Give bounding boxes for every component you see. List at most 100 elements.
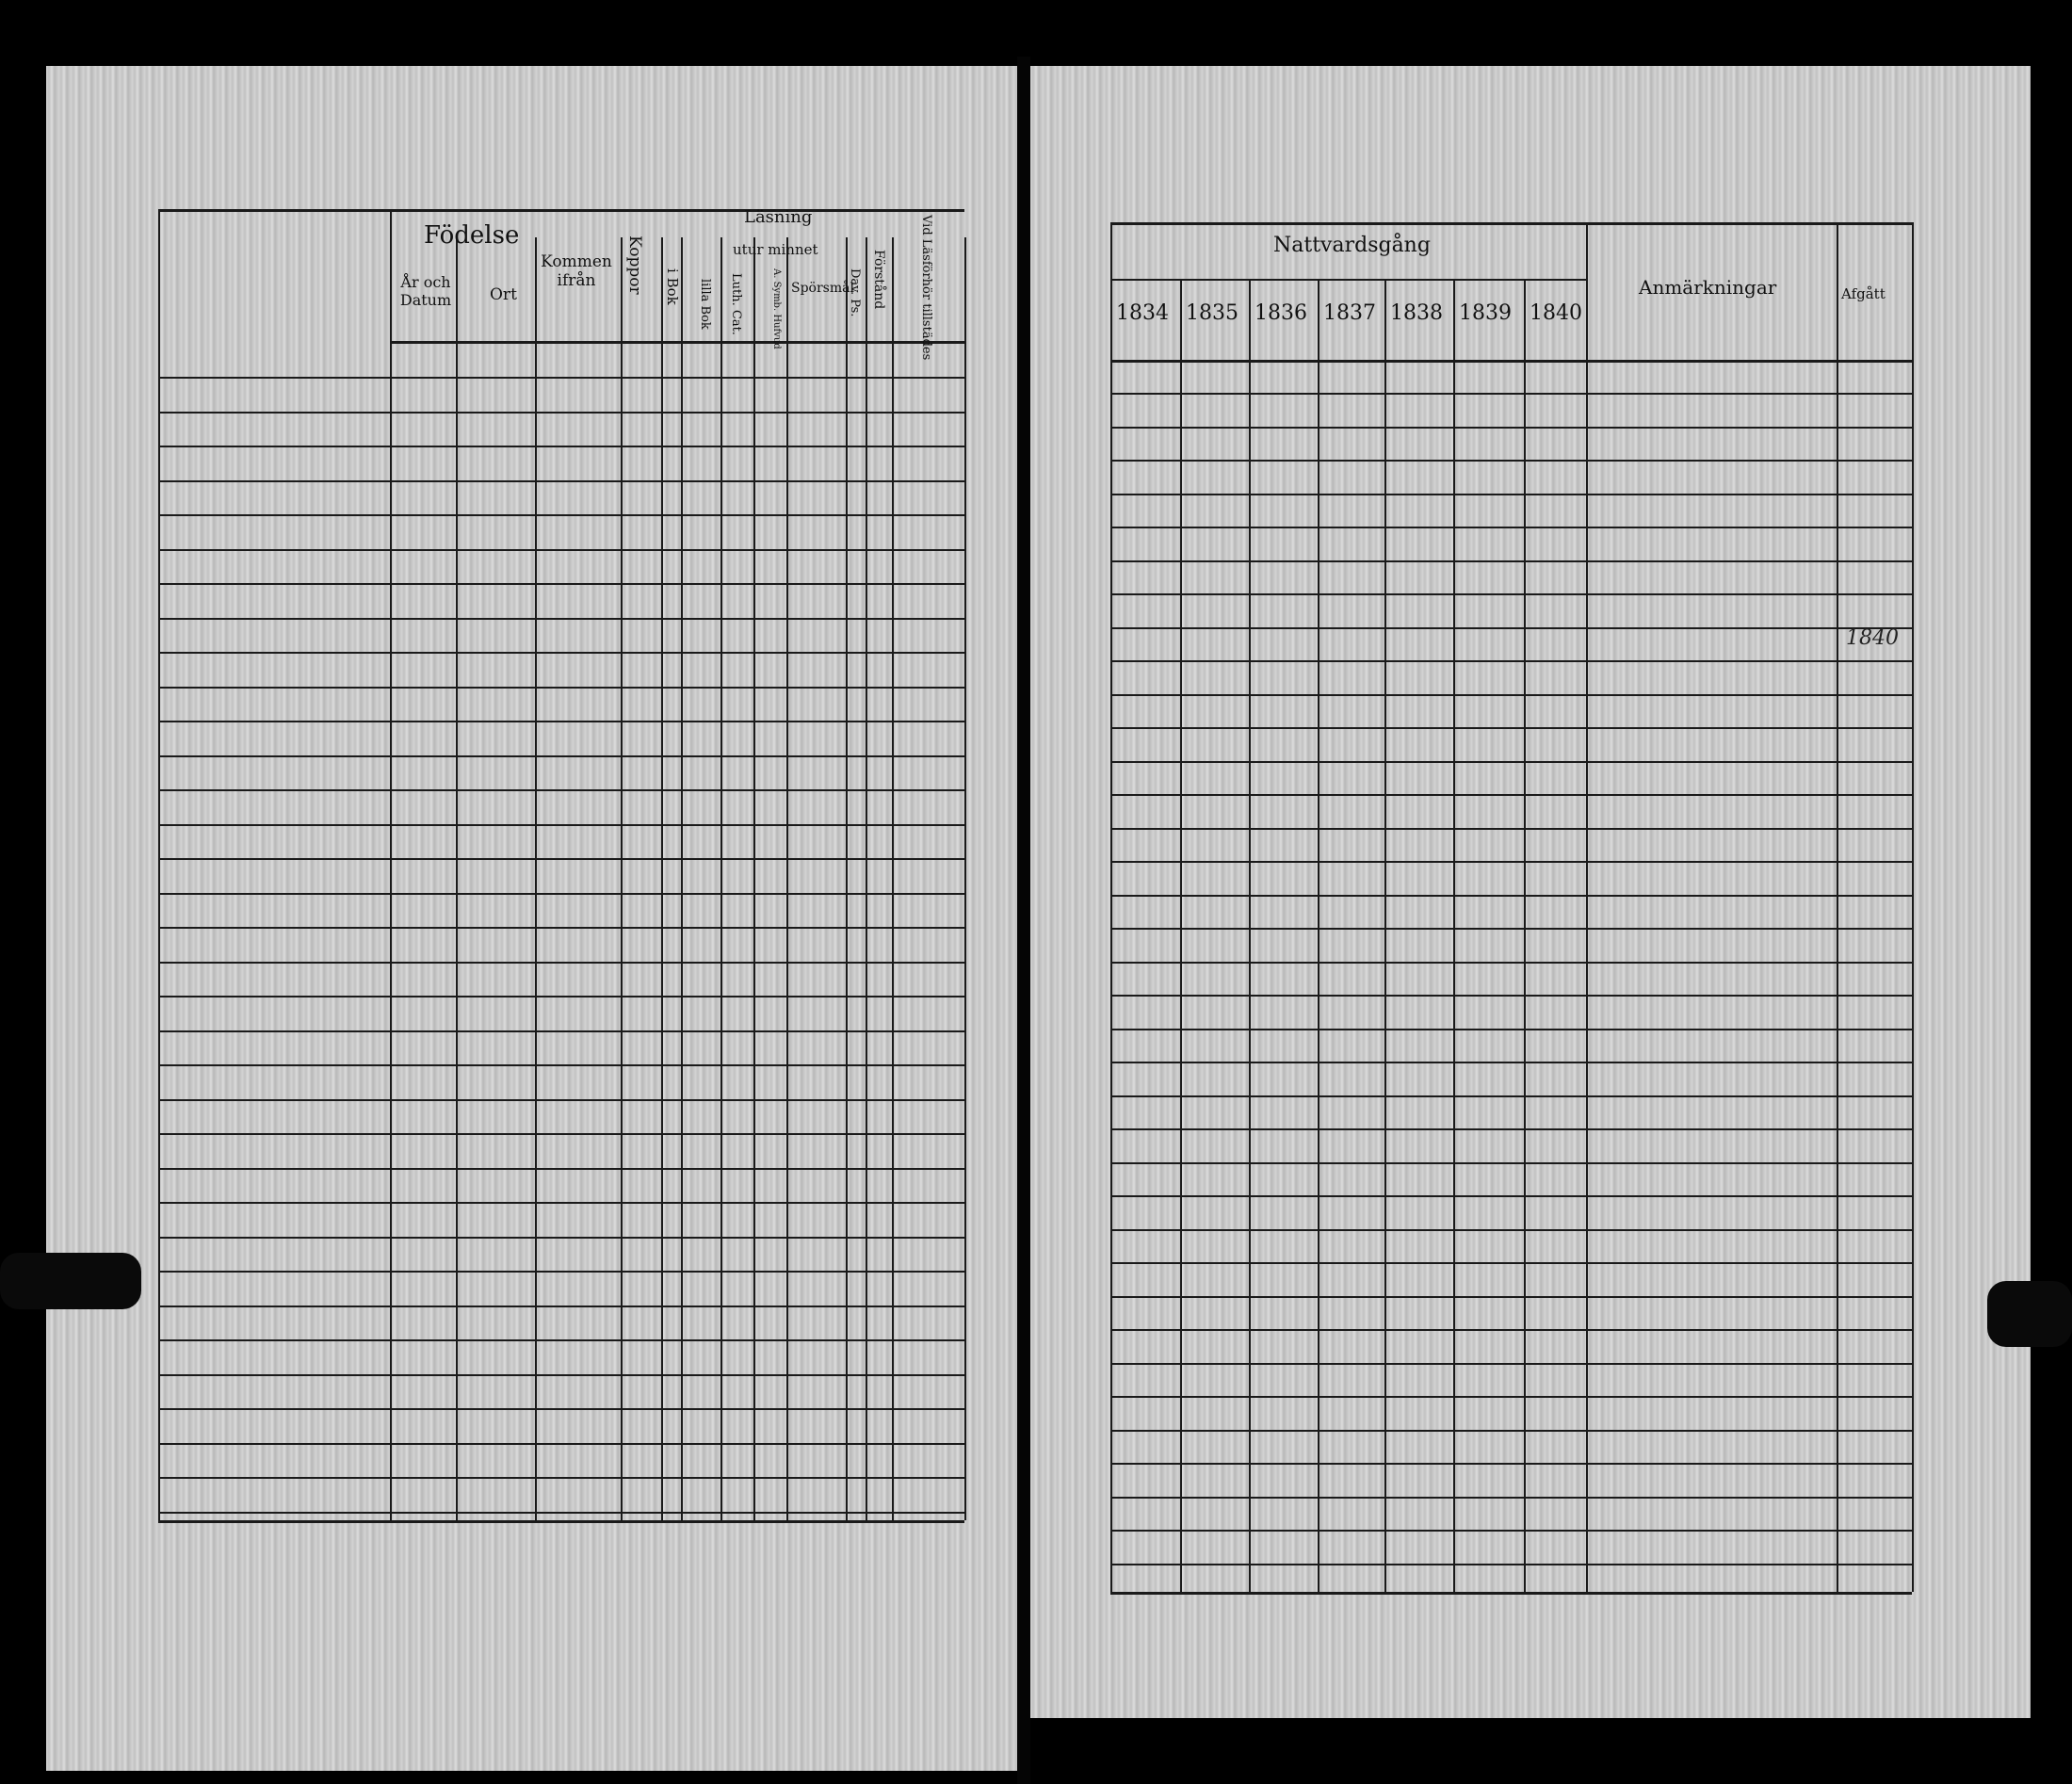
row-rule: [1110, 1262, 1912, 1264]
column-rule: [681, 237, 683, 1520]
row-rule: [158, 1339, 964, 1341]
row-rule: [1110, 560, 1912, 562]
header-afgatt: Afgått: [1841, 285, 1886, 302]
column-rule: [964, 237, 966, 1520]
row-rule: [1110, 1530, 1912, 1532]
column-rule: [1249, 279, 1251, 1592]
row-rule: [1110, 995, 1912, 997]
header-lilla-bok: lilla Bok: [698, 279, 712, 330]
row-rule: [158, 583, 964, 585]
header-utur-minnet: utur minnet: [733, 241, 818, 258]
row-rule: [1110, 828, 1912, 830]
header-year-1839: 1839: [1459, 301, 1512, 325]
header-year-1836: 1836: [1255, 301, 1307, 325]
row-rule: [1110, 1430, 1912, 1432]
header-year-1837: 1837: [1323, 301, 1376, 325]
row-rule: [158, 1099, 964, 1101]
left-page: [46, 66, 1017, 1771]
row-rule: [158, 687, 964, 689]
column-rule: [1318, 279, 1319, 1592]
row-rule: [158, 446, 964, 447]
row-rule: [158, 377, 964, 379]
year-row-rule: [1110, 279, 1586, 281]
row-rule: [1110, 962, 1912, 964]
row-rule: [1110, 895, 1912, 897]
column-rule: [1912, 222, 1914, 1592]
row-rule: [1110, 494, 1912, 495]
row-rule: [158, 1064, 964, 1066]
column-rule: [846, 237, 848, 1520]
header-fodelse: Födelse: [424, 221, 520, 250]
row-rule: [158, 1306, 964, 1307]
column-rule: [1180, 279, 1182, 1592]
row-rule: [158, 996, 964, 997]
row-rule: [158, 549, 964, 551]
page-clip-right: [1987, 1281, 2072, 1347]
column-rule: [753, 237, 755, 1520]
row-rule: [1110, 1095, 1912, 1097]
column-rule: [661, 237, 663, 1520]
row-rule: [1110, 527, 1912, 528]
column-rule: [535, 237, 537, 1520]
row-rule: [158, 1133, 964, 1135]
row-rule: [158, 1408, 964, 1410]
row-rule: [1110, 1363, 1912, 1365]
column-rule: [456, 237, 458, 1520]
row-rule: [158, 412, 964, 414]
column-rule: [1453, 279, 1455, 1592]
row-rule: [1110, 460, 1912, 462]
row-rule: [1110, 427, 1912, 429]
header-year-1834: 1834: [1116, 301, 1169, 325]
column-rule: [720, 237, 722, 1520]
row-rule: [1110, 1497, 1912, 1499]
column-rule: [1110, 222, 1112, 1592]
row-rule: [1110, 1128, 1912, 1130]
header-forstand: Förstånd: [871, 250, 886, 310]
row-rule: [158, 858, 964, 860]
header-koppor: Koppor: [625, 235, 644, 295]
row-rule: [158, 1443, 964, 1445]
row-rule: [158, 1374, 964, 1376]
header-i-bok: i Bok: [664, 268, 681, 305]
row-rule: [158, 1271, 964, 1273]
row-rule: [158, 480, 964, 482]
row-rule: [1110, 1062, 1912, 1063]
column-rule: [390, 209, 392, 1520]
row-rule: [1110, 393, 1912, 395]
row-rule: [158, 824, 964, 826]
column-rule: [1524, 279, 1526, 1592]
row-rule: [1110, 1296, 1912, 1298]
row-rule: [158, 652, 964, 654]
header-anmarkningar: Anmärkningar: [1639, 276, 1777, 299]
header-a-symb: A. Symb. Hufvud: [771, 268, 782, 349]
row-rule: [1110, 928, 1912, 930]
row-rule: [1110, 1564, 1912, 1565]
header-kommen-ifran: Kommen ifrån: [541, 252, 612, 290]
header-year-1838: 1838: [1390, 301, 1443, 325]
row-rule: [1110, 1029, 1912, 1030]
row-rule: [1110, 1162, 1912, 1164]
header-luth-cat: Luth. Cat.: [729, 273, 743, 335]
column-rule: [1837, 222, 1838, 1592]
header-bottom-rule: [390, 341, 964, 344]
row-rule: [1110, 660, 1912, 662]
row-rule: [158, 1202, 964, 1204]
row-rule: [1110, 794, 1912, 796]
row-rule: [158, 514, 964, 516]
row-rule: [1110, 1396, 1912, 1398]
right-page: [1030, 66, 2031, 1718]
table-bottom-rule: [1110, 1592, 1912, 1595]
row-rule: [158, 721, 964, 722]
column-rule: [866, 237, 867, 1520]
row-rule: [158, 1030, 964, 1032]
header-nattvardsgang: Nattvardsgång: [1273, 234, 1431, 257]
header-bottom-rule: [1110, 360, 1912, 363]
column-rule: [786, 237, 788, 1520]
book-spine: [1017, 57, 1030, 1784]
header-ort: Ort: [490, 285, 517, 304]
header-vid-lasforhor: Vid Läsförhör tillstädes: [919, 215, 933, 361]
header-dav-ps: Dav. Ps.: [848, 268, 862, 317]
row-rule: [1110, 627, 1912, 629]
column-rule: [1586, 222, 1588, 1592]
row-rule: [158, 1168, 964, 1170]
